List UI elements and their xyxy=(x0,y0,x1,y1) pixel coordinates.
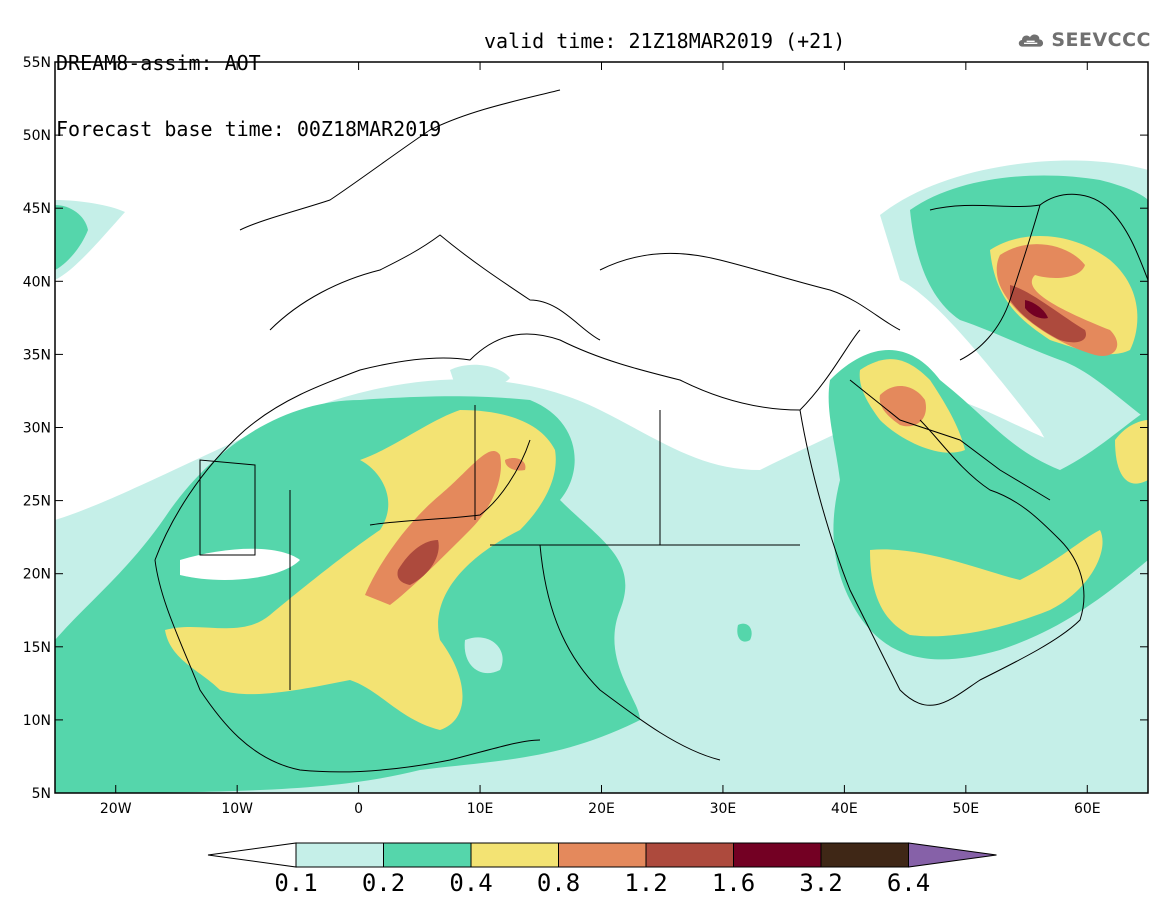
title-line-1: DREAM8-assim: AOT xyxy=(56,51,261,75)
y-tick-label: 15N xyxy=(23,640,51,656)
colorbar-swatch xyxy=(908,842,997,868)
y-tick-label: 20N xyxy=(23,567,51,583)
y-tick-label: 5N xyxy=(32,786,51,802)
y-tick-label: 30N xyxy=(23,421,51,437)
y-tick-label: 45N xyxy=(23,201,51,217)
colorbar-swatch xyxy=(733,842,822,868)
x-tick-label: 20E xyxy=(588,801,615,817)
colorbar-swatch xyxy=(383,842,472,868)
valid-time: valid time: 21Z18MAR2019 (+21) xyxy=(484,29,846,53)
y-tick-label: 50N xyxy=(23,128,51,144)
colorbar-label: 1.6 xyxy=(712,869,755,897)
colorbar-swatch xyxy=(295,842,384,868)
aot-band-0.8 xyxy=(365,450,501,605)
colorbar-swatch xyxy=(645,842,734,868)
colorbar-swatch xyxy=(207,842,297,868)
x-tick-label: 30E xyxy=(710,801,737,817)
x-tick-label: 60E xyxy=(1074,801,1101,817)
logo-text: SEEVCCC xyxy=(1051,29,1151,51)
y-tick-label: 55N xyxy=(23,55,51,71)
x-tick-label: 0 xyxy=(354,801,363,817)
colorbar-label: 0.8 xyxy=(537,869,580,897)
colorbar-label: 3.2 xyxy=(799,869,842,897)
y-tick-label: 35N xyxy=(23,347,51,363)
seevccc-logo: SEEVCCC xyxy=(1016,24,1151,56)
aot-shading xyxy=(55,160,1148,793)
y-tick-label: 10N xyxy=(23,713,51,729)
x-axis: 20W 10W 0 10E 20E 30E 40E 50E 60E xyxy=(100,62,1101,817)
cloud-logo-icon xyxy=(1018,34,1044,47)
colorbar-swatch xyxy=(820,842,909,868)
colorbar-label: 0.2 xyxy=(362,869,405,897)
colorbar-label: 6.4 xyxy=(887,869,930,897)
colorbar-swatch xyxy=(558,842,647,868)
coastlines xyxy=(154,89,1148,773)
colorbar-label: 0.4 xyxy=(449,869,492,897)
aot-band-1.2 xyxy=(397,540,439,585)
x-tick-label: 10E xyxy=(467,801,494,817)
figure-title: DREAM8-assim: AOT Forecast base time: 00… xyxy=(56,8,845,206)
x-tick-label: 40E xyxy=(831,801,858,817)
y-tick-label: 40N xyxy=(23,274,51,290)
title-line-2: Forecast base time: 00Z18MAR2019 xyxy=(56,117,442,141)
colorbar-swatch xyxy=(470,842,559,868)
colorbar: 0.1 0.2 0.4 0.8 1.2 1.6 3.2 6.4 xyxy=(207,842,997,897)
colorbar-label: 0.1 xyxy=(274,869,317,897)
colorbar-label: 1.2 xyxy=(624,869,667,897)
y-axis: 5N 10N 15N 20N 25N 30N 35N 40N 45N 50N 55N xyxy=(23,55,1148,802)
aot-band-1.6 xyxy=(1025,300,1048,319)
x-tick-label: 20W xyxy=(100,801,132,817)
y-tick-label: 25N xyxy=(23,494,51,510)
x-tick-label: 50E xyxy=(952,801,979,817)
x-tick-label: 10W xyxy=(221,801,253,817)
